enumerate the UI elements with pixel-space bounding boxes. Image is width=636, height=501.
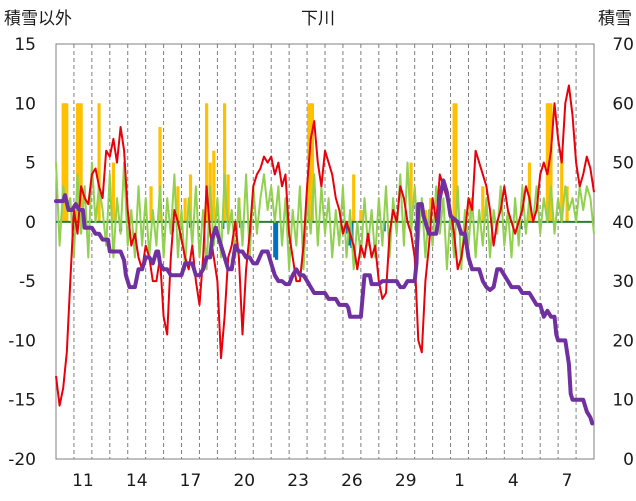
orange-bar [63, 103, 67, 222]
orange-bar [75, 103, 80, 222]
left-tick-label: -10 [8, 331, 36, 351]
left-tick-label: -20 [8, 450, 36, 470]
orange-bar [183, 198, 187, 222]
temperature-line [55, 84, 595, 407]
right-tick-label: 10 [612, 391, 634, 411]
orange-bar [97, 103, 101, 222]
orange-bar [77, 103, 81, 222]
orange-bar [309, 103, 313, 222]
right-tick-label: 50 [612, 154, 634, 174]
orange-bar [65, 103, 69, 222]
x-axis-ticks: 11 14 17 20 23 26 29 1 4 7 [72, 471, 572, 491]
orange-bar [222, 103, 227, 222]
left-tick-label: -15 [8, 391, 36, 411]
x-tick-label: 20 [233, 471, 255, 491]
left-axis-ticks: 15 10 5 0 -5 -10 -15 -20 [8, 35, 36, 470]
x-tick-label: 17 [180, 471, 202, 491]
left-tick-label: 10 [14, 94, 36, 114]
orange-bar [359, 210, 363, 222]
orange-bar [61, 103, 65, 222]
snow-depth-line [54, 178, 595, 426]
x-tick-label: 26 [341, 471, 363, 491]
blue-bar [344, 221, 349, 234]
left-tick-label: 15 [14, 35, 36, 55]
x-tick-label: 4 [508, 471, 519, 491]
orange-bar [352, 174, 356, 222]
orange-bar [188, 174, 193, 222]
left-tick-label: -5 [19, 272, 36, 292]
right-tick-label: 0 [623, 450, 634, 470]
x-tick-label: 29 [395, 471, 417, 491]
right-tick-label: 60 [612, 94, 634, 114]
x-tick-label: 14 [126, 471, 148, 491]
right-axis-label: 積雪 [598, 9, 632, 29]
chart-title: 下川 [301, 9, 335, 29]
blue-bar [274, 221, 279, 260]
orange-bar [149, 186, 153, 222]
blue-bar [273, 221, 277, 258]
orange-bar [79, 103, 83, 222]
orange-bar [452, 103, 456, 222]
right-tick-label: 20 [612, 331, 634, 351]
x-tick-label: 23 [287, 471, 309, 491]
right-tick-label: 30 [612, 272, 634, 292]
x-tick-label: 11 [72, 471, 94, 491]
left-axis-label: 積雪以外 [4, 9, 72, 29]
left-tick-label: 5 [25, 154, 36, 174]
x-tick-label: 7 [562, 471, 573, 491]
orange-bar [111, 162, 115, 222]
orange-bar [545, 103, 549, 222]
orange-bar [527, 162, 532, 222]
vertical-grid [73, 44, 577, 459]
orange-bar [212, 150, 216, 222]
right-axis-ticks: 70 60 50 40 30 20 10 0 [612, 35, 634, 470]
orange-bar [409, 162, 413, 222]
orange-bar [560, 150, 564, 222]
orange-bar [205, 103, 209, 222]
orange-bar [481, 186, 485, 222]
left-tick-label: 0 [25, 213, 36, 233]
x-tick-label: 1 [454, 471, 465, 491]
orange-bar [310, 103, 315, 222]
right-tick-label: 70 [612, 35, 634, 55]
orange-bar [226, 174, 230, 222]
orange-bar [176, 186, 180, 222]
orange-bar [158, 127, 162, 222]
orange-bar [549, 103, 553, 222]
green-series-line [55, 161, 595, 271]
right-tick-label: 40 [612, 213, 634, 233]
orange-bar [454, 103, 458, 222]
